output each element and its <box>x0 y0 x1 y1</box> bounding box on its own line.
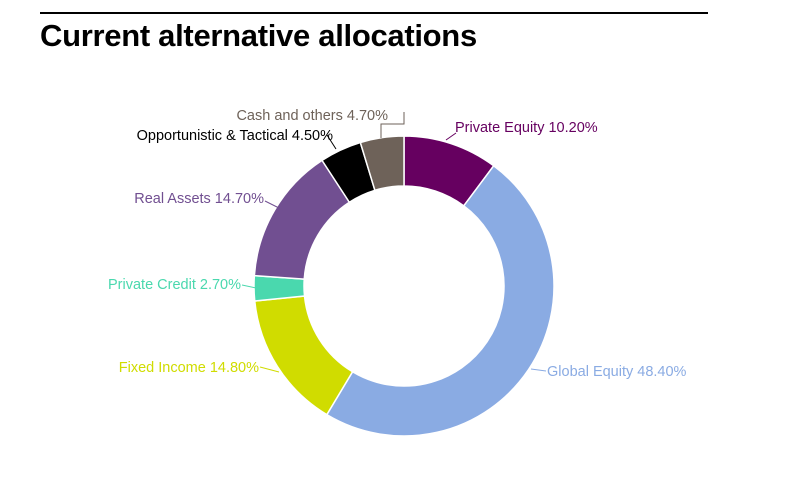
slice-label-cash-and-others: Cash and others 4.70% <box>236 108 388 124</box>
leader-line-opportunistic-and-tactical <box>326 134 337 150</box>
slice-label-global-equity: Global Equity 48.40% <box>547 364 687 380</box>
slice-global-equity <box>325 164 555 437</box>
leader-line-real-assets <box>264 200 284 211</box>
leader-lines <box>241 112 547 373</box>
donut-slices <box>253 135 555 437</box>
slice-private-credit <box>253 274 306 302</box>
leader-line-global-equity <box>530 368 547 372</box>
leader-line-private-credit <box>241 284 257 289</box>
slice-cash-and-others <box>359 135 405 192</box>
slice-fixed-income <box>253 295 354 416</box>
chart-title: Current alternative allocations <box>40 18 477 53</box>
leader-line-fixed-income <box>259 366 280 373</box>
leader-line-private-equity <box>445 132 457 141</box>
slice-label-private-equity: Private Equity 10.20% <box>455 120 598 136</box>
slice-label-fixed-income: Fixed Income 14.80% <box>119 360 259 376</box>
slice-label-opportunistic-and-tactical: Opportunistic & Tactical 4.50% <box>137 128 333 144</box>
slice-label-real-assets: Real Assets 14.70% <box>134 191 264 207</box>
leader-line-cash-and-others <box>380 112 405 138</box>
slice-labels: Private Equity 10.20% Global Equity 48.40… <box>108 108 687 380</box>
slice-label-private-credit: Private Credit 2.70% <box>108 277 241 293</box>
title-rule <box>40 12 708 14</box>
